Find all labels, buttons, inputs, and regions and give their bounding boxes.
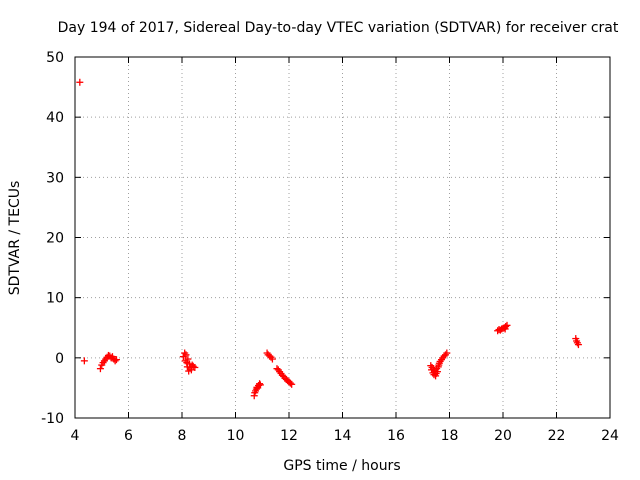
data-point-marker: [288, 380, 296, 388]
x-tick-label: 6: [124, 428, 133, 444]
data-point-marker: [111, 357, 119, 365]
x-tick-label: 10: [227, 428, 245, 444]
y-tick-labels: -10 0 10 20 30 40 50: [41, 50, 64, 427]
x-tick-label: 16: [387, 428, 405, 444]
y-tick-label: 50: [46, 50, 64, 66]
x-tick-label: 20: [494, 428, 512, 444]
y-tick-label: 30: [46, 170, 64, 186]
axis-ticks: [74, 56, 611, 419]
x-axis-label: GPS time / hours: [283, 458, 400, 474]
data-point-marker: [502, 323, 510, 331]
x-tick-label: 4: [71, 428, 80, 444]
data-points: [76, 78, 582, 400]
data-point-marker: [112, 356, 120, 364]
data-point-marker: [76, 78, 84, 86]
data-point-marker: [574, 341, 582, 349]
y-tick-label: 10: [46, 291, 64, 307]
x-tick-labels: 4 6 8 10 12 14 16 18 20 22 24: [71, 428, 619, 444]
data-point-marker: [256, 380, 264, 388]
data-point-marker: [256, 381, 264, 389]
data-point-marker: [80, 357, 88, 365]
y-tick-label: 20: [46, 231, 64, 247]
data-point-marker: [96, 365, 104, 373]
data-point-marker: [286, 379, 294, 387]
x-tick-label: 22: [548, 428, 566, 444]
y-tick-label: 40: [46, 110, 64, 126]
data-point-marker: [503, 321, 511, 329]
x-tick-label: 14: [334, 428, 352, 444]
x-tick-label: 8: [178, 428, 187, 444]
chart-title: Day 194 of 2017, Sidereal Day-to-day VTE…: [58, 20, 619, 36]
x-tick-label: 12: [280, 428, 298, 444]
data-point-marker: [433, 368, 441, 376]
y-tick-label: -10: [41, 411, 64, 427]
data-point-marker: [184, 355, 192, 363]
data-point-marker: [189, 362, 197, 370]
data-point-marker: [182, 351, 190, 359]
x-tick-label: 18: [441, 428, 459, 444]
grid-lines: [75, 57, 610, 418]
y-tick-label: 0: [55, 351, 64, 367]
data-point-marker: [268, 355, 276, 363]
y-axis-label: SDTVAR / TECUs: [7, 181, 23, 296]
data-point-marker: [191, 363, 199, 371]
x-tick-label: 24: [601, 428, 619, 444]
data-point-marker: [443, 349, 451, 357]
